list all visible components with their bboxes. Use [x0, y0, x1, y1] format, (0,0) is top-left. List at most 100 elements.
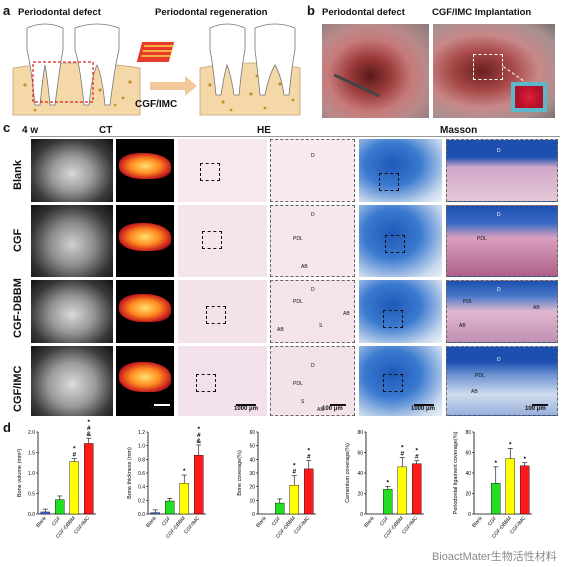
category-label: CGF [161, 515, 172, 527]
bar-Blank [40, 511, 50, 515]
y-tick-label: 60 [249, 430, 255, 436]
significance-mark: # [292, 469, 296, 476]
y-tick-label: 40 [357, 471, 363, 477]
bar-CGF-DBBM [289, 485, 299, 515]
y-tick-label: 0.4 [138, 485, 145, 491]
category-label: CGF [271, 515, 282, 527]
implant-label: CGF/IMC [135, 99, 178, 110]
surgical-photo-defect [322, 24, 429, 118]
he-high-scale-label: 100 μm [322, 406, 343, 412]
significance-mark: # [307, 454, 311, 461]
panel-b-title-right: CGF/IMC Implantation [432, 7, 532, 18]
significance-mark: * [87, 419, 90, 426]
significance-mark: * [494, 460, 497, 467]
category-label: CGF/IMC [401, 515, 419, 535]
bar-CGF-DBBM [397, 466, 407, 515]
panel-a-title-right: Periodontal regeneration [155, 7, 268, 18]
he-low-cgf-dbbm [178, 280, 267, 343]
panel-a-schematic [12, 23, 301, 116]
y-tick-label: 30 [249, 471, 255, 477]
he-low-scale-bar [236, 404, 256, 406]
significance-mark: * [523, 456, 526, 463]
column-header-masson: Masson [440, 125, 478, 136]
tooth-left-1 [26, 23, 64, 106]
y-tick-label: 50 [249, 444, 255, 450]
ct-scale-label: 5 mm [150, 406, 166, 412]
category-label: CGF [51, 515, 62, 527]
significance-mark: * [307, 448, 310, 455]
panel-a-letter: a [3, 3, 11, 18]
category-label: Blank [145, 515, 158, 529]
significance-mark: # [72, 452, 76, 459]
row-label-blank: Blank [12, 160, 24, 190]
he-high-scale-bar [330, 404, 346, 406]
y-tick-label: 1.2 [138, 430, 145, 436]
implant-highlight-box [473, 54, 503, 80]
he-high-cgf-dbbm: D PDL AB S AB [270, 280, 355, 343]
column-header-ct: CT [99, 125, 113, 136]
ct-scale-bar [154, 404, 170, 406]
column-header-he: HE [257, 125, 271, 136]
category-label: CGF/IMC [73, 515, 91, 535]
bar-CGF [165, 500, 175, 515]
surgical-photo-implant [433, 24, 555, 118]
masson-low-scale-bar [414, 404, 434, 406]
panel-d-letter: d [3, 420, 11, 435]
bar-CGF/IMC [520, 465, 530, 515]
y-tick-label: 40 [249, 457, 255, 463]
y-axis-label: Bone volume (mm³) [17, 449, 23, 497]
ct-color-cgf-imc [116, 346, 174, 416]
y-tick-label: 0.6 [138, 471, 145, 477]
ct-color-cgf-dbbm [116, 280, 174, 343]
row-label-cgf-imc: CGF/IMC [12, 365, 24, 412]
y-tick-label: 10 [249, 498, 255, 504]
significance-mark: * [401, 445, 404, 452]
y-tick-label: 1.0 [28, 471, 35, 477]
category-label: CGF [487, 515, 498, 527]
panel-c-letter: c [3, 120, 11, 135]
significance-mark: * [73, 446, 76, 453]
masson-high-cgf-dbbm: D PDL AB AB [446, 280, 558, 343]
panel-a-title-left: Periodontal defect [18, 7, 101, 18]
scaffold-inset [511, 82, 547, 112]
he-high-cgf: D PDL AB [270, 205, 355, 277]
y-tick-label: 0 [252, 512, 255, 518]
tooth-left-2 [74, 23, 120, 106]
ct-grey-blank [31, 139, 113, 202]
arrow [150, 76, 197, 96]
significance-mark: * [183, 468, 186, 475]
significance-mark: * [386, 479, 389, 486]
significance-mark: # [197, 432, 201, 439]
bar-CGF-DBBM [69, 461, 79, 515]
he-low-cgf [178, 205, 267, 277]
y-tick-label: 80 [465, 430, 471, 436]
significance-mark: # [87, 425, 91, 432]
scaffold-icon [136, 42, 175, 62]
bar-CGF/IMC [84, 443, 94, 515]
significance-mark: & [196, 438, 201, 445]
bar-Blank [150, 512, 160, 515]
significance-mark: * [197, 426, 200, 433]
y-axis-label: Bone coverage(%) [237, 450, 243, 496]
y-tick-label: 0.5 [28, 492, 35, 498]
panel-b-letter: b [307, 3, 315, 18]
significance-mark: # [400, 451, 404, 458]
y-axis-label: Periodontal ligament coverage(%) [453, 431, 459, 514]
y-axis-label: Cementum coverage(%) [345, 443, 351, 503]
y-tick-label: 0 [468, 512, 471, 518]
he-low-blank [178, 139, 267, 202]
category-label: Blank [35, 515, 48, 529]
category-label: Blank [255, 515, 268, 529]
category-label: CGF/IMC [509, 515, 527, 535]
y-tick-label: 0.0 [28, 512, 35, 518]
masson-low-cgf-dbbm [359, 280, 442, 343]
significance-mark: & [86, 431, 91, 438]
defect-box [32, 61, 94, 103]
y-tick-label: 20 [357, 492, 363, 498]
chart-4: 0 20 40 60 80 Periodontal ligament coverage(%… [453, 430, 532, 540]
bar-CGF/IMC [304, 468, 314, 515]
y-tick-label: 0.0 [138, 512, 145, 518]
